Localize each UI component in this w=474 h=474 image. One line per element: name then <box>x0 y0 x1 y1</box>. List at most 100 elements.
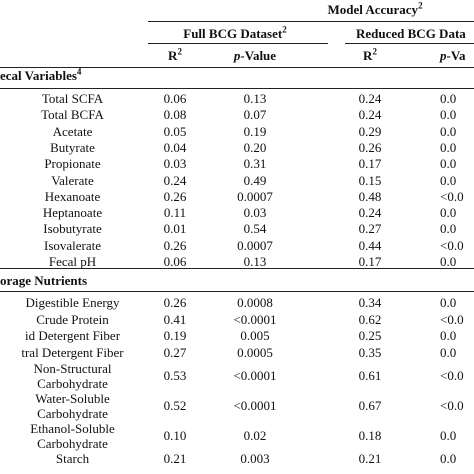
r2-reduced-header: R2 <box>363 46 377 63</box>
p-full-cell: <0.0001 <box>233 312 277 327</box>
row-label: Digestible Energy <box>25 295 120 310</box>
p-reduced-cell: <0.0 <box>440 312 464 327</box>
section-title-forage: orage Nutrients <box>0 273 88 288</box>
p-reduced-cell: 0.0 <box>440 328 457 343</box>
row-label: Water-Soluble <box>35 391 110 406</box>
r2-full-cell: 0.19 <box>163 328 187 343</box>
r2-reduced-cell: 0.24 <box>358 205 382 220</box>
p-reduced-cell: 0.0 <box>440 124 457 139</box>
row-label: Isovalerate <box>43 238 102 253</box>
p-full-cell: 0.13 <box>243 254 267 269</box>
reduced-dataset-rule <box>345 43 474 44</box>
pvalue-reduced-header: p-Va <box>440 48 466 63</box>
section-rule-forage <box>0 291 474 292</box>
r2-full-cell: 0.01 <box>163 221 187 236</box>
p-reduced-cell: <0.0 <box>440 368 464 383</box>
section-divider <box>0 268 474 269</box>
r2-full-cell: 0.26 <box>163 189 187 204</box>
row-label: Isobutyrate <box>43 221 102 236</box>
r2-reduced-cell: 0.26 <box>358 140 382 155</box>
r2-full-cell: 0.06 <box>163 91 187 106</box>
r2-full-cell: 0.52 <box>163 398 187 413</box>
r2-reduced-cell: 0.67 <box>358 398 382 413</box>
p-reduced-cell: 0.0 <box>440 428 457 443</box>
header-rule <box>148 21 474 22</box>
p-reduced-cell: <0.0 <box>440 238 464 253</box>
r2-reduced-cell: 0.34 <box>358 295 382 310</box>
full-dataset-heading: Full BCG Dataset2 <box>183 24 287 41</box>
row-label: Starch <box>55 451 90 466</box>
r2-reduced-cell: 0.29 <box>358 124 382 139</box>
p-reduced-cell: 0.0 <box>440 295 457 310</box>
p-full-cell: 0.13 <box>243 91 267 106</box>
p-full-cell: 0.0007 <box>237 189 273 204</box>
p-full-cell: 0.54 <box>243 221 267 236</box>
p-full-cell: 0.0005 <box>237 345 273 360</box>
r2-reduced-cell: 0.18 <box>358 428 382 443</box>
row-label: Crude Protein <box>36 312 109 327</box>
p-reduced-cell: 0.0 <box>440 91 457 106</box>
p-reduced-cell: 0.0 <box>440 345 457 360</box>
row-label: Carbohydrate <box>37 436 108 451</box>
p-reduced-cell: 0.0 <box>440 254 457 269</box>
section-rule-fecal <box>0 88 474 89</box>
reduced-dataset-heading: Reduced BCG Data <box>356 26 466 41</box>
p-full-cell: <0.0001 <box>233 368 277 383</box>
r2-full-cell: 0.10 <box>163 428 187 443</box>
row-label: Non-Structural <box>33 361 112 376</box>
row-label: Valerate <box>51 173 94 188</box>
r2-full-cell: 0.53 <box>163 368 187 383</box>
r2-reduced-cell: 0.24 <box>358 107 382 122</box>
row-label: Acetate <box>52 124 93 139</box>
r2-reduced-cell: 0.15 <box>358 173 382 188</box>
p-full-cell: 0.005 <box>240 328 270 343</box>
row-label: Butyrate <box>50 140 95 155</box>
r2-reduced-cell: 0.25 <box>358 328 382 343</box>
r2-full-cell: 0.08 <box>163 107 187 122</box>
p-reduced-cell: 0.0 <box>440 221 457 236</box>
full-dataset-rule <box>148 43 328 44</box>
r2-reduced-cell: 0.35 <box>358 345 382 360</box>
r2-reduced-cell: 0.17 <box>358 254 382 269</box>
r2-reduced-cell: 0.62 <box>358 312 382 327</box>
p-full-cell: 0.0007 <box>237 238 273 253</box>
r2-full-cell: 0.06 <box>163 254 187 269</box>
row-label: Carbohydrate <box>37 406 108 421</box>
p-full-cell: 0.20 <box>243 140 267 155</box>
p-full-cell: <0.0001 <box>233 398 277 413</box>
p-full-cell: 0.03 <box>243 205 267 220</box>
p-full-cell: 0.49 <box>243 173 267 188</box>
row-label: Total SCFA <box>41 91 104 106</box>
r2-full-cell: 0.05 <box>163 124 187 139</box>
r2-full-header: R2 <box>168 46 182 63</box>
p-reduced-cell: <0.0 <box>440 398 464 413</box>
p-full-cell: 0.02 <box>243 428 267 443</box>
p-full-cell: 0.31 <box>243 156 267 171</box>
p-full-cell: 0.003 <box>240 451 270 466</box>
r2-full-cell: 0.41 <box>163 312 187 327</box>
row-label: Fecal pH <box>48 254 97 269</box>
row-label: Heptanoate <box>42 205 103 220</box>
r2-full-cell: 0.26 <box>163 295 187 310</box>
r2-full-cell: 0.21 <box>163 451 187 466</box>
section-title-fecal: ecal Variables4 <box>0 66 82 83</box>
pvalue-full-header: p-Value <box>233 48 277 63</box>
r2-full-cell: 0.11 <box>163 205 187 220</box>
p-reduced-cell: <0.0 <box>440 189 464 204</box>
column-header-rule <box>0 67 474 68</box>
row-label: Total BCFA <box>41 107 104 122</box>
p-reduced-cell: 0.0 <box>440 173 457 188</box>
r2-full-cell: 0.03 <box>163 156 187 171</box>
r2-reduced-cell: 0.17 <box>358 156 382 171</box>
r2-reduced-cell: 0.44 <box>358 238 382 253</box>
p-full-cell: 0.0008 <box>237 295 273 310</box>
p-reduced-cell: 0.0 <box>440 205 457 220</box>
model-accuracy-heading: Model Accuracy2 <box>327 0 423 17</box>
r2-reduced-cell: 0.27 <box>358 221 382 236</box>
r2-full-cell: 0.26 <box>163 238 187 253</box>
row-label: tral Detergent Fiber <box>21 345 124 360</box>
row-label: id Detergent Fiber <box>24 328 121 343</box>
r2-reduced-cell: 0.21 <box>358 451 382 466</box>
p-full-cell: 0.19 <box>243 124 267 139</box>
